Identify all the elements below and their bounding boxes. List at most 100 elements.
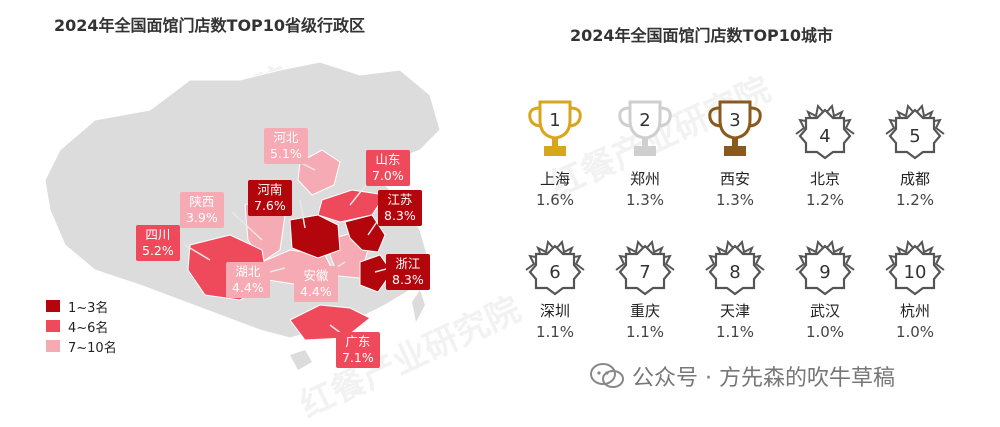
region-name: 四川 [145,227,171,242]
city-name: 西安 [719,170,750,188]
rank-number: 4 [819,126,830,147]
region-name: 江苏 [387,192,413,207]
map-legend: 1~3名 4~6名 7~10名 [46,296,117,356]
rank-number: 9 [819,262,830,283]
map-title: 2024年全国面馆门店数TOP10省级行政区 [54,16,366,35]
city-name: 重庆 [629,302,660,320]
rank-number: 3 [729,110,740,131]
map-label-henan: 河南 7.6% [248,180,292,216]
rank-number: 1 [549,110,560,131]
region-name: 安徽 [303,268,329,283]
city-rank-6: 深圳 1.1% [510,300,600,341]
city-name: 上海 [539,170,570,188]
city-share: 1.3% [715,191,755,209]
legend-item: 7~10名 [46,336,117,356]
rank-number: 6 [549,262,560,283]
trophy-icon: 3 [700,96,770,162]
map-label-hubei: 湖北 4.4% [226,262,270,298]
city-name: 成都 [899,170,930,188]
region-value: 5.1% [270,146,302,161]
legend-label: 7~10名 [68,340,117,356]
trophy-icon: 2 [610,96,680,162]
map-label-anhui: 安徽 4.4% [294,266,338,302]
city-name: 杭州 [899,302,930,320]
map-label-zhejiang: 浙江 8.3% [386,254,430,290]
region-zhejiang [359,254,393,293]
map-label-shandong: 山东 7.0% [366,150,410,186]
taiwan-island [412,290,425,322]
map-label-guangdong: 广东 7.1% [336,332,380,368]
rank-number: 8 [729,262,740,283]
region-value: 4.4% [232,280,264,295]
map-label-shaanxi: 陕西 3.9% [180,192,224,228]
city-share: 1.0% [805,323,845,341]
legend-item: 1~3名 [46,296,117,316]
city-share: 1.3% [625,191,665,209]
legend-label: 4~6名 [68,320,109,336]
city-rank-1: 上海 1.6% [510,168,600,209]
city-name: 武汉 [809,302,840,320]
city-rank-3: 西安 1.3% [690,168,780,209]
city-rank-4: 北京 1.2% [780,168,870,209]
region-guangdong [289,304,371,341]
city-rank-10: 杭州 1.0% [870,300,960,341]
legend-swatch [46,300,60,312]
rank-number: 7 [639,262,650,283]
ranking-title: 2024年全国面馆门店数TOP10城市 [570,26,834,45]
region-value: 8.3% [392,272,424,287]
rank-badge-icon: 7 [610,232,680,298]
map-label-sichuan: 四川 5.2% [136,225,180,261]
rank-badge-icon: 10 [880,232,950,298]
rank-badge-icon: 6 [520,232,590,298]
city-share: 1.6% [535,191,575,209]
region-name: 浙江 [395,256,421,271]
watermark: 公众号 · 方先森的吹牛草稿 [590,360,895,392]
region-value: 8.3% [384,208,416,223]
city-share: 1.2% [805,191,845,209]
region-value: 7.6% [254,198,286,213]
map-label-jiangsu: 江苏 8.3% [378,190,422,226]
map-label-hebei: 河北 5.1% [264,128,308,164]
region-name: 湖北 [235,264,261,279]
legend-swatch [46,320,60,332]
region-hebei [297,149,341,196]
city-rank-7: 重庆 1.1% [600,300,690,341]
city-rank-5: 成都 1.2% [870,168,960,209]
trophy-icon: 1 [520,96,590,162]
rank-number: 10 [904,262,927,283]
legend-label: 1~3名 [68,300,109,316]
wechat-icon [590,363,624,388]
region-name: 广东 [345,334,371,349]
city-share: 1.0% [895,323,935,341]
city-share: 1.1% [715,323,755,341]
region-name: 河北 [273,130,299,145]
region-value: 7.1% [342,350,374,365]
region-henan [289,214,341,259]
china-map [44,61,441,370]
city-rank-2: 郑州 1.3% [600,168,690,209]
region-name: 山东 [375,152,401,167]
watermark-text: 公众号 · 方先森的吹牛草稿 [632,366,895,391]
rank-badge-icon: 4 [790,96,860,162]
region-value: 3.9% [186,210,218,225]
city-rank-9: 武汉 1.0% [780,300,870,341]
region-name: 河南 [257,182,283,197]
rank-badge-icon: 8 [700,232,770,298]
region-value: 4.4% [300,284,332,299]
city-name: 北京 [809,170,840,188]
city-name: 天津 [719,302,750,320]
city-name: 深圳 [539,302,570,320]
hainan-island [290,350,312,370]
city-name: 郑州 [629,170,660,188]
rank-badge-icon: 5 [880,96,950,162]
city-share: 1.2% [895,191,935,209]
legend-item: 4~6名 [46,316,117,336]
city-share: 1.1% [535,323,575,341]
city-share: 1.1% [625,323,665,341]
region-value: 5.2% [142,243,174,258]
region-value: 7.0% [372,168,404,183]
region-name: 陕西 [189,194,215,209]
legend-swatch [46,340,60,352]
city-rank-8: 天津 1.1% [690,300,780,341]
rank-number: 2 [639,110,650,131]
